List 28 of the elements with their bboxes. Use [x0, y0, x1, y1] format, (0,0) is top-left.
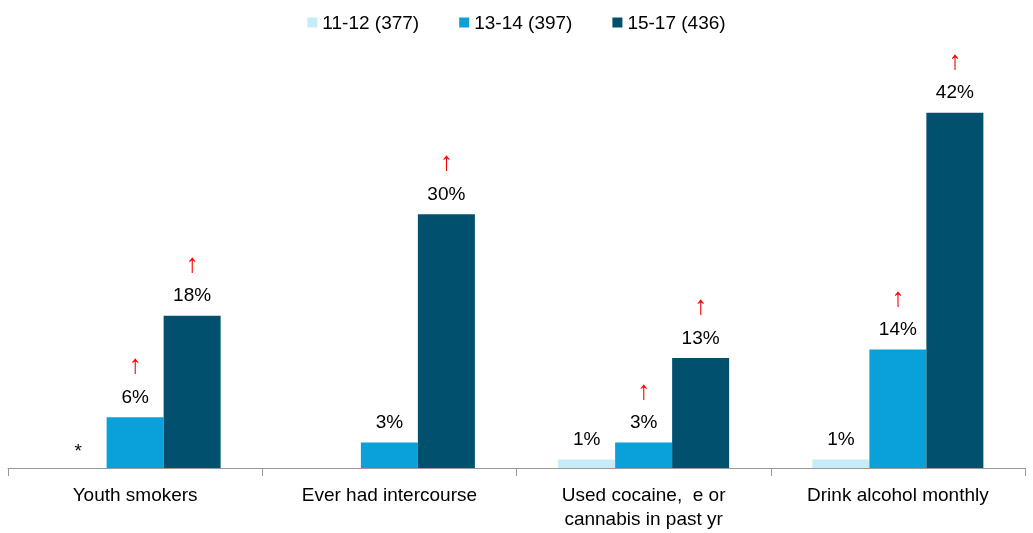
- data-label: ↑ 30%: [427, 146, 466, 204]
- x-tick-label: Youth smokers: [72, 483, 198, 505]
- bar: [869, 349, 927, 468]
- text: *: [74, 440, 82, 461]
- data-label: 3%: [375, 411, 404, 433]
- bar: [672, 358, 730, 468]
- data-label: 1%: [572, 428, 601, 450]
- data-label: ↑ 6%: [121, 349, 149, 407]
- x-tick-label: Ever had intercourse: [301, 483, 478, 505]
- bar: [558, 459, 616, 468]
- x-tick-label: Drink alcohol monthly: [807, 483, 990, 505]
- data-label: ↑ 42%: [935, 44, 974, 103]
- bar: [812, 459, 870, 468]
- data-label: ↑ 3%: [629, 374, 658, 433]
- legend-label: 13-14 (397): [474, 12, 573, 33]
- legend-label: 11-12 (377): [322, 12, 420, 33]
- data-label: ↑ 18%: [173, 247, 212, 306]
- bar: [360, 442, 418, 468]
- bar: [106, 417, 164, 468]
- x-tick-label: Used cocaine, e or cannabis in past yr: [561, 483, 727, 529]
- legend-label: 15-17 (436): [627, 12, 726, 33]
- bar: [417, 214, 475, 468]
- bar: [615, 442, 673, 468]
- bar: [163, 315, 221, 468]
- data-label: 1%: [827, 428, 855, 450]
- data-label: ↑ 13%: [681, 290, 720, 348]
- bar: [926, 112, 984, 468]
- data-label: ↑ 14%: [878, 281, 917, 340]
